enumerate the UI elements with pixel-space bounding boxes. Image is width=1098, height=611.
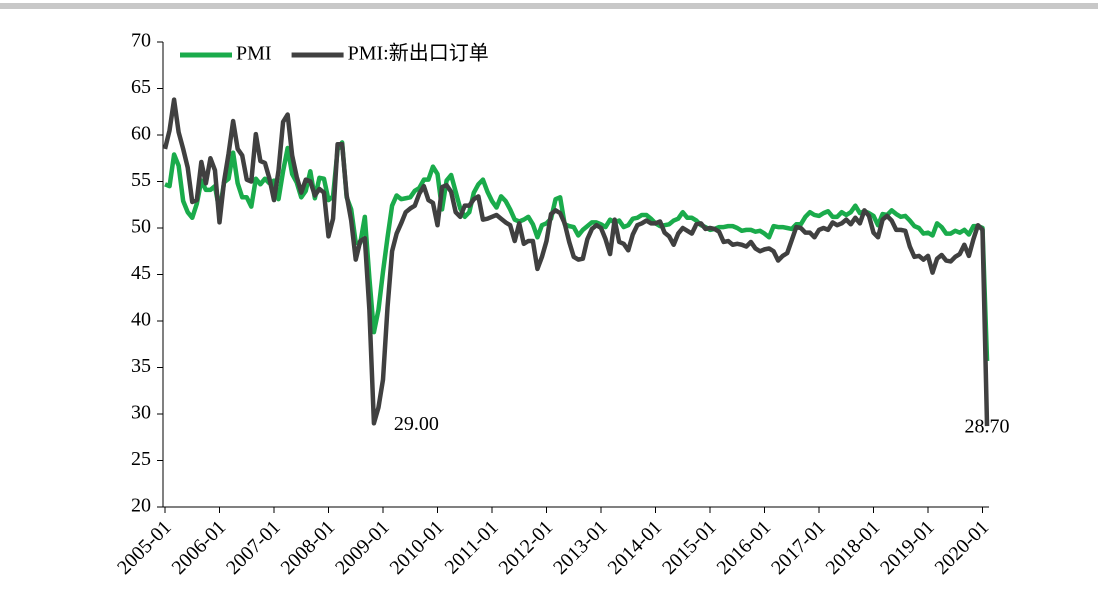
y-tick-label: 20 (131, 495, 151, 517)
x-tick-label: 2011-01 (441, 516, 503, 578)
y-tick-label: 30 (131, 402, 151, 424)
x-tick-label: 2018-01 (822, 516, 885, 579)
x-tick-label: 2010-01 (386, 516, 449, 579)
y-tick-label: 35 (131, 355, 151, 377)
y-tick-label: 50 (131, 216, 151, 238)
x-tick-label: 2020-01 (931, 516, 994, 579)
y-tick-label: 70 (131, 30, 151, 52)
x-tick-label: 2005-01 (113, 516, 176, 579)
legend-label: PMI (236, 43, 272, 65)
series-line (162, 97, 990, 427)
x-tick-label: 2015-01 (658, 516, 721, 579)
y-tick-label: 45 (131, 262, 151, 284)
x-tick-label: 2007-01 (222, 516, 285, 579)
x-tick-label: 2017-01 (767, 516, 830, 579)
x-tick-label: 2008-01 (277, 516, 340, 579)
y-tick-label: 65 (131, 76, 151, 98)
series-line (164, 140, 990, 362)
x-tick-label: 2012-01 (495, 516, 558, 579)
x-tick-label: 2016-01 (713, 516, 776, 579)
x-tick-label: 2014-01 (604, 516, 667, 579)
x-tick-label: 2009-01 (331, 516, 394, 579)
x-tick-label: 2013-01 (549, 516, 612, 579)
top-bar (0, 3, 1098, 9)
y-tick-label: 25 (131, 448, 151, 470)
value-label: 28.70 (965, 416, 1010, 438)
y-tick-label: 40 (131, 309, 151, 331)
legend-label: PMI:新出口订单 (348, 42, 489, 65)
x-tick-label: 2019-01 (876, 516, 939, 579)
x-tick-label: 2006-01 (168, 516, 231, 579)
y-tick-label: 60 (131, 123, 151, 145)
y-tick-label: 55 (131, 169, 151, 191)
value-label: 29.00 (394, 413, 439, 435)
